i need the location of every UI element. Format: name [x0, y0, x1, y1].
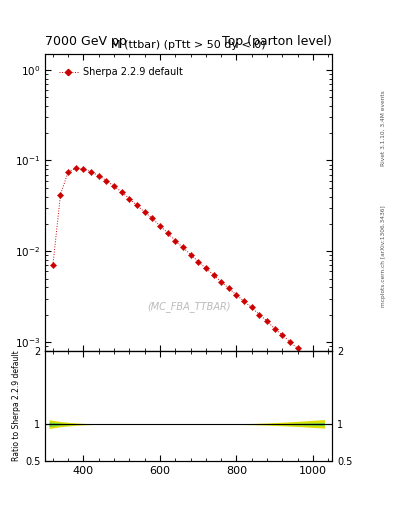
Legend: Sherpa 2.2.9 default: Sherpa 2.2.9 default — [56, 65, 186, 80]
Text: Rivet 3.1.10, 3.4M events: Rivet 3.1.10, 3.4M events — [381, 90, 386, 166]
Text: Top (parton level): Top (parton level) — [222, 35, 332, 48]
Title: M (ttbar) (pTtt > 50 dy < 0): M (ttbar) (pTtt > 50 dy < 0) — [111, 40, 266, 50]
Y-axis label: Ratio to Sherpa 2.2.9 default: Ratio to Sherpa 2.2.9 default — [12, 350, 21, 461]
Text: (MC_FBA_TTBAR): (MC_FBA_TTBAR) — [147, 301, 230, 312]
Text: 7000 GeV pp: 7000 GeV pp — [45, 35, 127, 48]
Text: mcplots.cern.ch [arXiv:1306.3436]: mcplots.cern.ch [arXiv:1306.3436] — [381, 205, 386, 307]
